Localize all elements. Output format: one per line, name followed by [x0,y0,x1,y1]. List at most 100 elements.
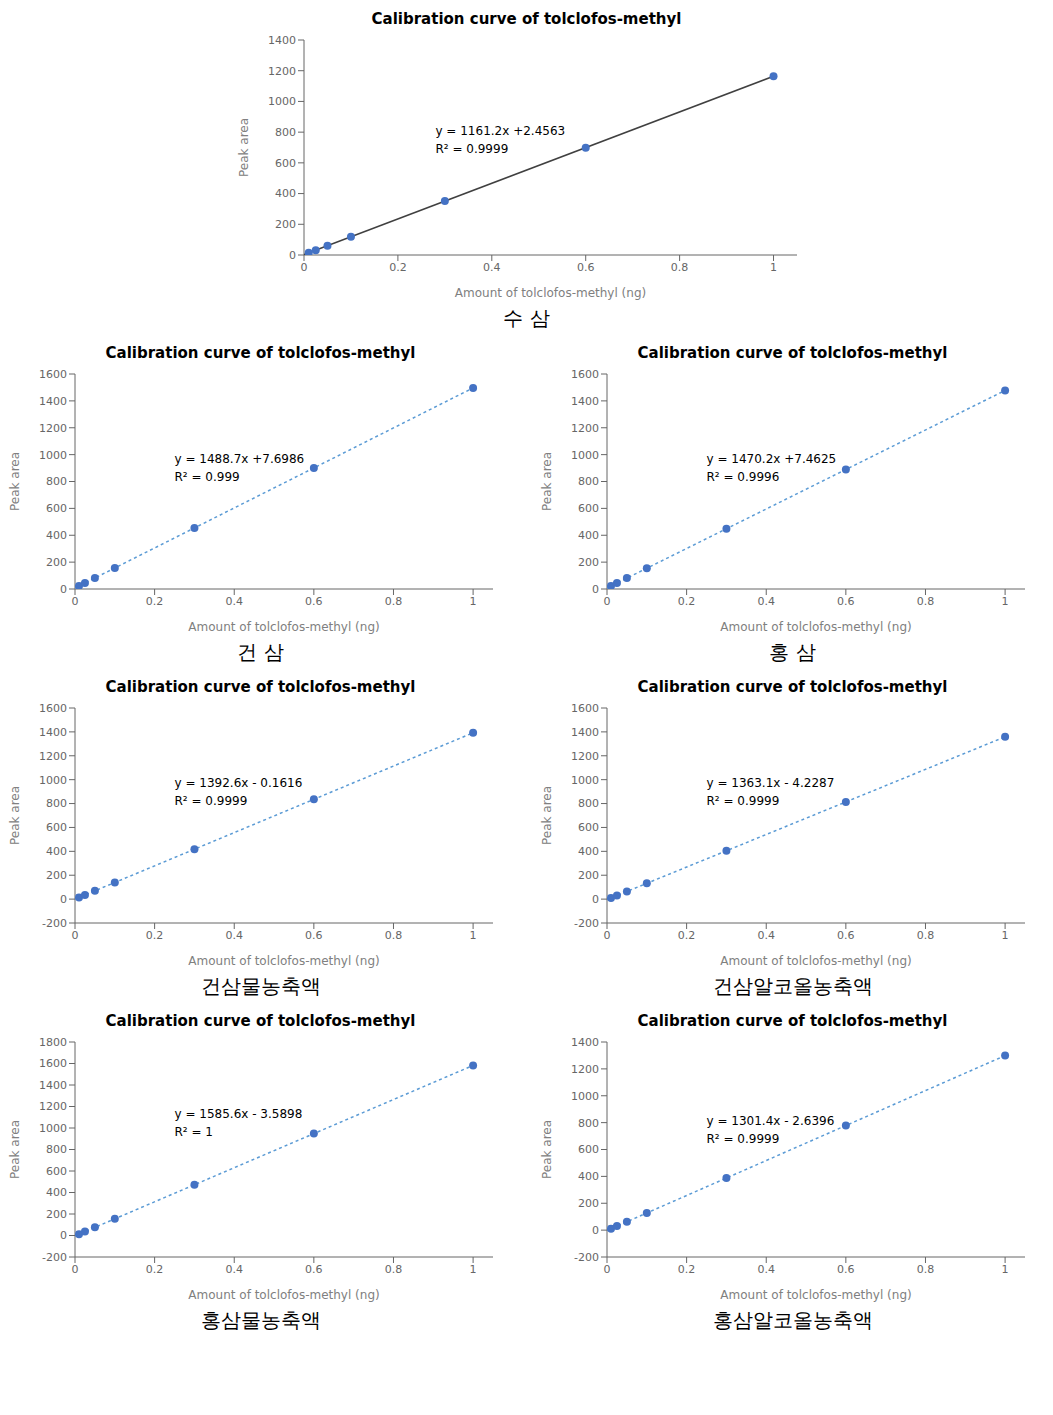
svg-text:200: 200 [578,556,599,569]
svg-text:Amount of tolclofos-methyl (ng: Amount of tolclofos-methyl (ng) [454,286,645,300]
svg-text:1400: 1400 [571,395,599,408]
svg-text:800: 800 [578,1117,599,1130]
svg-text:0.8: 0.8 [917,1263,935,1276]
svg-text:1: 1 [470,1263,477,1276]
svg-text:1600: 1600 [39,368,67,381]
svg-text:0.2: 0.2 [146,1263,164,1276]
svg-text:0: 0 [592,1224,599,1237]
svg-text:0.4: 0.4 [483,261,501,274]
svg-text:0: 0 [592,893,599,906]
svg-text:Amount of tolclofos-methyl (ng: Amount of tolclofos-methyl (ng) [188,1288,379,1302]
svg-text:0.8: 0.8 [385,929,403,942]
svg-text:0.6: 0.6 [837,929,855,942]
svg-text:1: 1 [770,261,777,274]
svg-text:200: 200 [275,218,296,231]
svg-text:0.2: 0.2 [678,929,696,942]
svg-text:1400: 1400 [571,1036,599,1049]
svg-text:1000: 1000 [39,1122,67,1135]
svg-text:0.8: 0.8 [917,595,935,608]
svg-text:1000: 1000 [571,774,599,787]
svg-text:0.6: 0.6 [305,1263,323,1276]
svg-text:0: 0 [72,595,79,608]
svg-text:y = 1470.2x +7.4625R² = 0.9996: y = 1470.2x +7.4625R² = 0.9996 [707,452,837,484]
svg-text:Amount of tolclofos-methyl (ng: Amount of tolclofos-methyl (ng) [720,954,911,968]
svg-text:-200: -200 [574,1251,599,1264]
svg-text:Peak area: Peak area [8,452,22,511]
svg-text:y = 1161.2x +2.4563R² = 0.9999: y = 1161.2x +2.4563R² = 0.9999 [435,124,565,156]
svg-text:200: 200 [46,1208,67,1221]
svg-text:1400: 1400 [39,726,67,739]
svg-text:0.4: 0.4 [225,595,243,608]
svg-text:1400: 1400 [39,1079,67,1092]
svg-text:1600: 1600 [571,702,599,715]
svg-text:1200: 1200 [39,422,67,435]
svg-text:Amount of tolclofos-methyl (ng: Amount of tolclofos-methyl (ng) [720,1288,911,1302]
svg-text:600: 600 [578,502,599,515]
svg-text:200: 200 [46,869,67,882]
svg-text:Amount of tolclofos-methyl (ng: Amount of tolclofos-methyl (ng) [720,620,911,634]
svg-text:0.8: 0.8 [917,929,935,942]
svg-text:1600: 1600 [39,702,67,715]
svg-text:0.4: 0.4 [757,1263,775,1276]
svg-text:0.4: 0.4 [225,1263,243,1276]
svg-text:-200: -200 [42,917,67,930]
svg-text:1200: 1200 [571,1063,599,1076]
svg-text:0.8: 0.8 [385,1263,403,1276]
svg-text:-200: -200 [42,1251,67,1264]
svg-text:600: 600 [578,821,599,834]
svg-text:y = 1392.6x - 0.1616R² = 0.999: y = 1392.6x - 0.1616R² = 0.9999 [175,776,303,808]
svg-text:0.2: 0.2 [146,929,164,942]
svg-text:y = 1488.7x +7.6986R² = 0.999: y = 1488.7x +7.6986R² = 0.999 [175,452,305,484]
svg-text:1400: 1400 [268,34,296,47]
svg-text:1600: 1600 [39,1057,67,1070]
svg-text:y = 1585.6x - 3.5898R² = 1: y = 1585.6x - 3.5898R² = 1 [175,1107,303,1139]
svg-text:0.4: 0.4 [757,595,775,608]
svg-text:0.2: 0.2 [389,261,407,274]
svg-text:200: 200 [46,556,67,569]
svg-text:0.2: 0.2 [678,595,696,608]
svg-text:0.2: 0.2 [678,1263,696,1276]
svg-text:1000: 1000 [39,449,67,462]
svg-text:y = 1301.4x - 2.6396R² = 0.999: y = 1301.4x - 2.6396R² = 0.9999 [707,1114,835,1146]
svg-text:y = 1363.1x - 4.2287R² = 0.999: y = 1363.1x - 4.2287R² = 0.9999 [707,776,835,808]
svg-text:1600: 1600 [571,368,599,381]
svg-text:0.8: 0.8 [670,261,688,274]
svg-text:1200: 1200 [39,750,67,763]
svg-text:0: 0 [60,583,67,596]
svg-text:Amount of tolclofos-methyl (ng: Amount of tolclofos-methyl (ng) [188,620,379,634]
svg-text:1400: 1400 [39,395,67,408]
svg-text:800: 800 [275,126,296,139]
svg-text:600: 600 [46,1165,67,1178]
svg-text:1000: 1000 [571,1090,599,1103]
svg-text:Peak area: Peak area [8,1120,22,1179]
svg-text:600: 600 [578,1143,599,1156]
svg-text:1000: 1000 [39,774,67,787]
svg-text:1: 1 [470,595,477,608]
svg-text:0: 0 [604,1263,611,1276]
svg-text:0.6: 0.6 [305,929,323,942]
svg-text:400: 400 [46,845,67,858]
svg-text:800: 800 [578,797,599,810]
svg-text:Peak area: Peak area [540,786,554,845]
svg-text:Peak area: Peak area [540,1120,554,1179]
svg-text:0.2: 0.2 [146,595,164,608]
svg-text:Peak area: Peak area [8,786,22,845]
svg-text:0.6: 0.6 [305,595,323,608]
svg-text:Peak area: Peak area [237,118,251,177]
svg-text:1: 1 [470,929,477,942]
svg-text:1800: 1800 [39,1036,67,1049]
svg-text:1000: 1000 [268,95,296,108]
svg-text:0: 0 [604,929,611,942]
svg-text:0: 0 [72,929,79,942]
svg-text:400: 400 [578,845,599,858]
svg-text:400: 400 [46,1186,67,1199]
svg-text:Peak area: Peak area [540,452,554,511]
svg-text:800: 800 [46,1143,67,1156]
svg-text:400: 400 [275,187,296,200]
svg-text:200: 200 [578,869,599,882]
svg-text:1: 1 [1002,595,1009,608]
svg-text:200: 200 [578,1197,599,1210]
svg-text:0: 0 [592,583,599,596]
svg-text:1000: 1000 [571,449,599,462]
svg-text:400: 400 [578,529,599,542]
